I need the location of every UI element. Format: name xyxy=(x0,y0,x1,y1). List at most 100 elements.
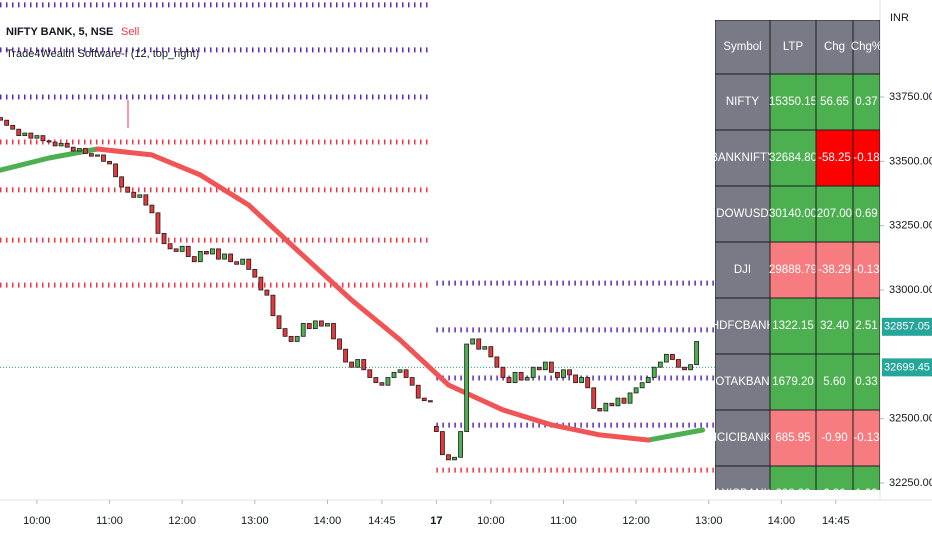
x-tick-label: 10:00 xyxy=(23,515,51,527)
ma-line xyxy=(94,146,651,443)
table-cell: -0.90 xyxy=(821,432,847,444)
y-tick-label: 33750.00 xyxy=(889,91,932,103)
candle-body xyxy=(64,142,70,148)
candle-body xyxy=(179,245,185,252)
x-tick-label: 11:00 xyxy=(550,515,577,527)
table-cell: HDFCBANK xyxy=(711,320,775,332)
table-cell-bg xyxy=(769,353,817,411)
candle-body xyxy=(627,392,633,404)
y-tick-label: 32500.00 xyxy=(889,413,932,425)
candle-body xyxy=(645,377,651,384)
candle-body xyxy=(119,176,125,188)
candle-body xyxy=(282,328,288,337)
candle-body xyxy=(452,456,457,461)
table-header: Chg% xyxy=(851,41,882,53)
candle-body xyxy=(676,359,681,368)
candle-body xyxy=(494,356,500,368)
candle-body xyxy=(16,128,22,137)
table-cell-bg xyxy=(852,185,880,243)
candle-body xyxy=(421,397,427,402)
table-cell-bg xyxy=(715,185,771,243)
candle-body xyxy=(228,253,233,263)
candle-body xyxy=(512,371,518,384)
table-cell: 1679.20 xyxy=(772,376,814,388)
x-tick-label: 10:00 xyxy=(477,515,505,527)
table-cell: -0.18 xyxy=(853,152,879,164)
table-cell: 56.65 xyxy=(820,96,849,108)
currency-label: INR xyxy=(890,12,909,24)
candle-body xyxy=(0,117,4,121)
table-cell-bg xyxy=(715,297,771,355)
candle-body xyxy=(343,348,348,363)
candle-body xyxy=(70,146,76,152)
plot: 33750.00 33500.00 33250.00 33000.00 32500.00… xyxy=(0,2,932,527)
candle-body xyxy=(88,153,94,157)
candle-body xyxy=(694,341,700,366)
table-cell: -0.13 xyxy=(853,432,879,444)
candle-body xyxy=(361,359,367,371)
candle-body xyxy=(555,371,560,378)
candle-body xyxy=(609,402,615,407)
candle-body xyxy=(107,160,112,165)
candle-body xyxy=(240,258,246,265)
candle-body xyxy=(276,315,282,330)
table-cell: 32684.80 xyxy=(769,152,817,164)
candle-body xyxy=(409,377,415,386)
candle-body xyxy=(40,135,46,142)
table-cell: 207.00 xyxy=(817,208,852,220)
candle-body xyxy=(561,369,566,378)
candle-body xyxy=(373,377,379,384)
x-tick-label: 14:00 xyxy=(314,515,342,527)
table-cell: 15350.15 xyxy=(769,96,817,108)
table-cell: NIFTY xyxy=(726,96,760,108)
table-cell: 0.69 xyxy=(855,208,877,220)
y-tick-label: 33500.00 xyxy=(889,155,932,167)
candle-body xyxy=(458,431,463,458)
table-header: LTP xyxy=(783,41,804,53)
candle-body xyxy=(82,148,88,155)
table-cell-bg xyxy=(815,297,854,355)
candle-body xyxy=(337,338,342,350)
x-tick-label: 12:00 xyxy=(622,515,650,527)
candle-body xyxy=(131,191,137,198)
candle-body xyxy=(542,361,548,371)
candle-body xyxy=(506,377,512,384)
x-tick-label: 17 xyxy=(430,515,442,527)
table-cell: KOTAKBANK xyxy=(708,376,778,388)
candle-body xyxy=(367,369,373,378)
candle-body xyxy=(391,371,397,378)
candle-body xyxy=(318,320,324,327)
candle-body xyxy=(270,294,276,317)
candle-body xyxy=(252,269,258,278)
table-cell-bg xyxy=(815,465,854,490)
overlay: 32857.05 32699.45 Symbol LTP Chg Chg% NIFTY 153… xyxy=(708,20,932,500)
candle-body xyxy=(161,233,167,245)
x-tick-label: 14:45 xyxy=(368,515,396,527)
y-tick-label: 33250.00 xyxy=(889,220,932,232)
candle-body xyxy=(34,135,40,139)
candle-body xyxy=(530,366,536,378)
candle-body xyxy=(331,323,336,340)
candle-body xyxy=(137,194,143,198)
candle-body xyxy=(76,148,82,152)
candle-body xyxy=(288,335,294,342)
x-tick-label: 13:00 xyxy=(695,515,723,527)
candle-body xyxy=(22,132,28,137)
candle-body xyxy=(155,212,161,234)
table-cell-bg xyxy=(715,73,771,131)
table-cell-bg xyxy=(769,185,817,243)
y-tick-label: 32250.00 xyxy=(889,477,932,489)
candle-body xyxy=(597,407,603,412)
table-cell: 628.20 xyxy=(775,488,810,500)
candle-body xyxy=(173,248,179,252)
table-cell: 685.95 xyxy=(775,432,810,444)
candle-body xyxy=(651,366,657,378)
table: Symbol LTP Chg Chg% NIFTY 15350.15 56.65 0.37 BA… xyxy=(708,20,882,500)
candle-body xyxy=(403,369,409,378)
table-cell: DOWUSD xyxy=(716,208,768,220)
candle-body xyxy=(300,323,306,337)
candle-body xyxy=(101,154,106,162)
candle-body xyxy=(246,258,252,270)
candle-body xyxy=(355,359,361,368)
x-tick-label: 12:00 xyxy=(168,515,196,527)
